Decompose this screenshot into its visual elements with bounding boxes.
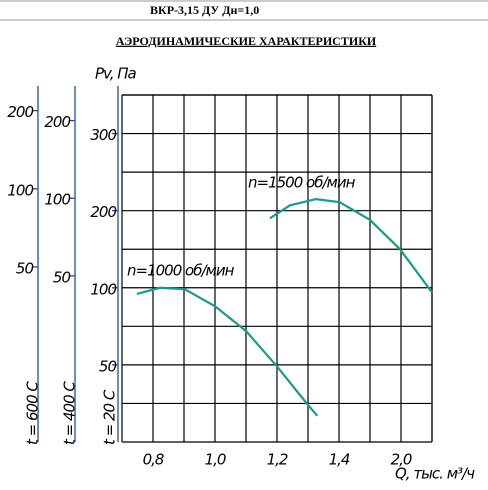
y-tick-label: 50: [99, 357, 117, 375]
x-tick-label: 1,0: [205, 451, 226, 469]
y-tick-label: 50: [53, 268, 71, 286]
x-tick-label: 2,0: [391, 451, 412, 469]
series-label: n=1000 об/мин: [127, 262, 235, 280]
y-axis-title: Pv, Па: [95, 65, 137, 83]
y-tick-label: 100: [44, 191, 70, 209]
series-label: n=1500 об/мин: [248, 174, 356, 192]
curve: [269, 197, 433, 294]
x-axis-title: Q, тыс. м³/ч: [395, 465, 475, 483]
header: ВКР-3,15 ДУ Дн=1,0: [150, 3, 259, 17]
y-tick-label: 100: [90, 280, 116, 298]
y-axis-label: t = 20 C: [101, 389, 119, 445]
y-tick-label: 200: [7, 103, 33, 121]
y-tick-label: 200: [90, 203, 116, 221]
y-tick-label: 50: [16, 259, 34, 277]
x-tick-label: 1,4: [329, 451, 350, 469]
y-tick-label: 300: [90, 126, 116, 144]
x-tick-label: 1,2: [267, 451, 288, 469]
chart-title: АЭРОДИНАМИЧЕСКИЕ ХАРАКТЕРИСТИКИ: [116, 34, 377, 48]
curve: [136, 286, 319, 417]
x-tick-label: 0,8: [143, 451, 164, 469]
y-axis-label: t = 600 C: [24, 381, 42, 445]
y-tick-label: 100: [7, 181, 33, 199]
y-axis-label: t = 400 C: [61, 381, 79, 445]
y-tick-label: 200: [44, 113, 70, 131]
